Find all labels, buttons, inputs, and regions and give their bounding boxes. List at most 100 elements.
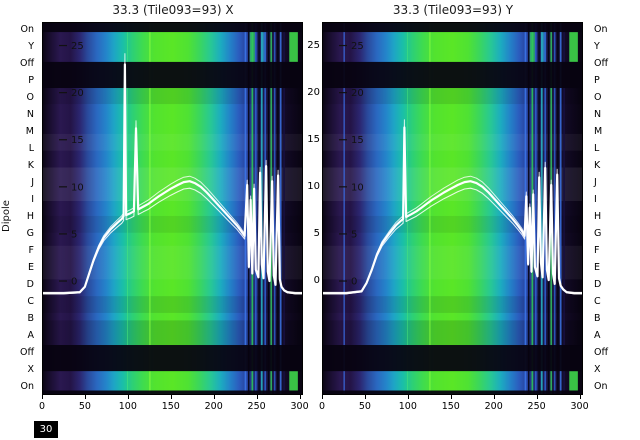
vertical-stripe	[283, 22, 285, 395]
vertical-stripe	[563, 22, 565, 395]
dipole-tick-o: O	[594, 92, 602, 104]
vertical-stripe	[547, 22, 550, 395]
dipole-tick-l: L	[28, 143, 34, 155]
dipole-ticks-left: On Y Off P O N M L K J I H G F E D C B A Off X On	[6, 0, 34, 440]
spectrum-curve	[322, 126, 583, 295]
dipole-tick-m: M	[25, 126, 34, 138]
row-shade	[42, 320, 303, 346]
dipole-tick-l: L	[594, 143, 600, 155]
x-tick-mark	[536, 395, 538, 399]
dipole-tick-x: X	[594, 363, 601, 375]
x-tick-mark	[493, 395, 495, 399]
off-row-band	[42, 61, 303, 89]
x-tick-mark	[213, 395, 215, 399]
bright-patch	[569, 371, 578, 391]
y-tick-inner-20: 20	[71, 88, 84, 99]
dipole-tick-b: B	[594, 312, 601, 324]
vertical-stripe	[534, 22, 537, 395]
heatmap-plot-x: 25 20 15 10 5 0	[42, 22, 303, 395]
dipole-tick-i: I	[594, 194, 597, 206]
dipole-tick-off: Off	[594, 346, 609, 358]
vertical-stripe	[406, 22, 409, 395]
y-tick-inner-15: 15	[71, 135, 84, 146]
x-tick-mark	[256, 395, 258, 399]
dipole-tick-y: Y	[594, 41, 600, 53]
dipole-tick-c: C	[594, 295, 601, 307]
x-tick-label-100: 100	[118, 401, 137, 412]
x-tick-label-0: 0	[38, 401, 46, 412]
off-row-band	[42, 390, 303, 395]
x-tick-mark	[407, 395, 409, 399]
row-shade	[42, 296, 303, 313]
dipole-tick-y: Y	[28, 41, 34, 53]
dipole-tick-p: P	[28, 75, 34, 87]
dipole-tick-a: A	[594, 329, 601, 341]
vertical-stripe	[254, 22, 257, 395]
dipole-tick-x: X	[27, 363, 34, 375]
y-tick-inner-10: 10	[71, 182, 84, 193]
dipole-tick-d: D	[594, 278, 602, 290]
x-tick-mark	[450, 395, 452, 399]
y-tick-inner-5: 5	[71, 229, 77, 240]
x-tick-mark	[579, 395, 581, 399]
y-tick-inner-5: 5	[351, 229, 357, 240]
dipole-tick-on: On	[594, 24, 608, 36]
x-tick-label-200: 200	[484, 401, 503, 412]
y-tick-gap-20: 20	[307, 86, 320, 98]
dipole-tick-i: I	[31, 194, 34, 206]
x-tick-mark	[322, 395, 323, 399]
off-row-band	[322, 22, 583, 33]
dipole-tick-p: P	[594, 75, 600, 87]
x-tick-label-50: 50	[358, 401, 371, 412]
dipole-tick-g: G	[594, 227, 602, 239]
x-tick-label-0: 0	[318, 401, 326, 412]
dipole-tick-m: M	[594, 126, 603, 138]
bright-patch	[569, 32, 578, 62]
x-tick-mark	[170, 395, 172, 399]
dipole-tick-off: Off	[594, 58, 609, 70]
off-row-band	[322, 345, 583, 372]
row-shade	[42, 88, 303, 105]
dipole-tick-n: N	[26, 109, 34, 121]
y-tick-gap-5: 5	[313, 227, 320, 239]
heatmap-canvas: 25 20 15 10 5 0	[42, 22, 303, 395]
vertical-stripe	[251, 22, 254, 395]
dipole-tick-b: B	[27, 312, 34, 324]
x-tick-mark	[127, 395, 129, 399]
dipole-tick-h: H	[594, 210, 602, 222]
row-shade	[322, 320, 583, 346]
plot-x-title: 33.3 (Tile093=93) X	[112, 3, 234, 17]
x-tick-label-200: 200	[204, 401, 223, 412]
vertical-stripe	[343, 22, 345, 395]
vertical-stripe	[267, 22, 270, 395]
dipole-tick-c: C	[27, 295, 34, 307]
row-shade	[322, 296, 583, 313]
y-tick-inner-25: 25	[71, 41, 84, 52]
vertical-stripe	[559, 22, 562, 395]
y-tick-inner-10: 10	[351, 182, 364, 193]
dipole-tick-off: Off	[19, 346, 34, 358]
vertical-stripe	[279, 22, 282, 395]
x-tick-label-300: 300	[570, 401, 589, 412]
dipole-tick-k: K	[594, 160, 601, 172]
x-tick-label-50: 50	[78, 401, 91, 412]
off-row-band	[322, 61, 583, 89]
dipole-tick-e: E	[27, 261, 34, 273]
dipole-tick-n: N	[594, 109, 602, 121]
x-tick-label-100: 100	[398, 401, 417, 412]
y-tick-inner-0: 0	[71, 277, 77, 288]
row-shade	[322, 133, 583, 151]
bright-patch	[541, 32, 547, 62]
bright-patch	[261, 32, 267, 62]
row-shade	[42, 215, 303, 233]
vertical-stripe	[126, 22, 129, 395]
corner-badge: 30	[34, 421, 58, 438]
x-tick-label-250: 250	[247, 401, 266, 412]
vertical-stripe	[553, 22, 556, 395]
row-shade	[42, 133, 303, 151]
vertical-stripe	[429, 22, 431, 395]
x-tick-label-300: 300	[290, 401, 309, 412]
x-tick-mark	[299, 395, 301, 399]
bright-patch	[289, 371, 298, 391]
